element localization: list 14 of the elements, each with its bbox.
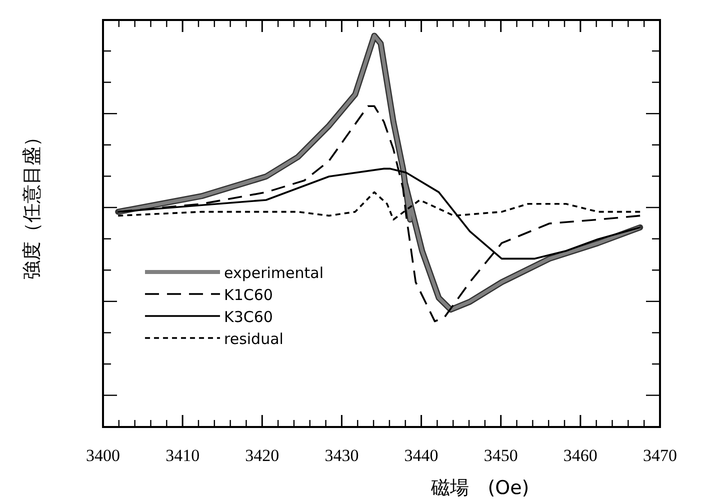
x-tick-label: 3450 [484,446,518,465]
x-tick-label: 3460 [563,446,598,465]
x-tick-label: 3440 [404,446,438,465]
x-tick-label: 3410 [166,446,200,465]
x-tick-label: 3420 [245,446,280,465]
y-axis-title: 強度（任意目盛） [21,128,43,280]
legend-label: experimental [224,264,324,282]
legend-label: K1C60 [224,286,273,304]
x-tick-label: 3430 [324,446,359,465]
x-tick-label: 3400 [86,446,120,465]
legend-label: residual [224,330,284,348]
x-tick-label: 3470 [643,446,677,465]
x-axis-title: 磁場 (Oe) [430,477,530,499]
legend-label: K3C60 [224,308,273,326]
